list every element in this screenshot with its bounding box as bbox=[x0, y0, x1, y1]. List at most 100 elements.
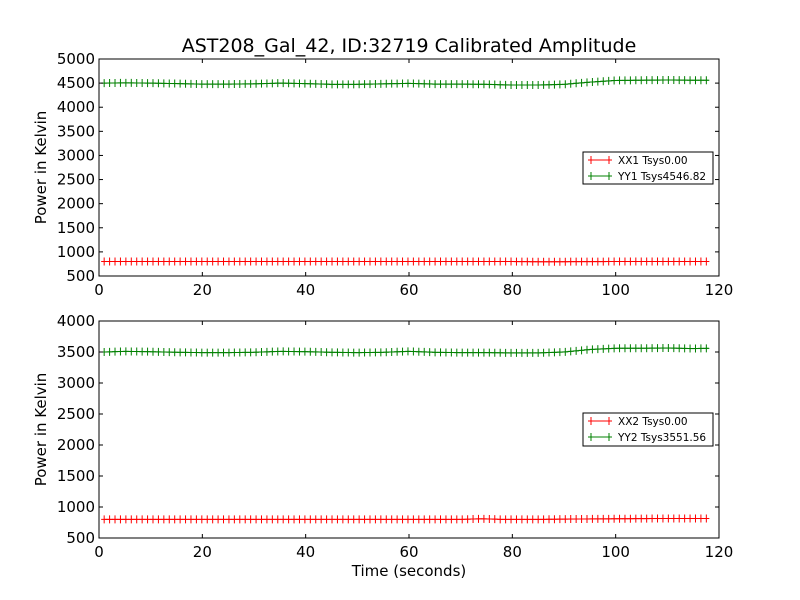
data-point-marker bbox=[139, 347, 146, 356]
y-axis-label: Power in Kelvin bbox=[32, 111, 50, 225]
data-point-marker bbox=[296, 79, 303, 88]
data-point-marker bbox=[247, 257, 254, 266]
data-point-marker bbox=[518, 81, 525, 90]
data-point-marker bbox=[231, 257, 238, 266]
data-point-marker bbox=[404, 347, 411, 356]
data-point-marker bbox=[513, 348, 520, 357]
data-point-marker bbox=[676, 514, 683, 523]
data-point-marker bbox=[567, 347, 574, 356]
data-point-marker bbox=[345, 515, 352, 524]
legend-marker bbox=[588, 433, 594, 441]
data-point-marker bbox=[225, 80, 232, 89]
y-tick-label: 1000 bbox=[57, 243, 95, 261]
data-point-marker bbox=[410, 79, 417, 88]
data-point-marker bbox=[551, 515, 558, 524]
data-point-marker bbox=[220, 80, 227, 89]
data-point-marker bbox=[339, 348, 346, 357]
data-point-marker bbox=[399, 515, 406, 524]
data-point-marker bbox=[611, 76, 618, 85]
data-point-marker bbox=[486, 80, 493, 89]
y-tick-label: 2000 bbox=[57, 436, 95, 454]
data-point-marker bbox=[659, 257, 666, 266]
data-point-marker bbox=[491, 515, 498, 524]
series-xx1 bbox=[101, 257, 710, 266]
data-point-marker bbox=[480, 514, 487, 523]
data-point-marker bbox=[225, 257, 232, 266]
data-point-marker bbox=[432, 80, 439, 89]
data-point-marker bbox=[144, 515, 151, 524]
data-point-marker bbox=[269, 79, 276, 88]
data-point-marker bbox=[318, 515, 325, 524]
data-point-marker bbox=[415, 347, 422, 356]
data-point-marker bbox=[101, 257, 108, 266]
data-point-marker bbox=[133, 257, 140, 266]
data-point-marker bbox=[329, 348, 336, 357]
data-point-marker bbox=[583, 257, 590, 266]
subplot-1: AST208_Gal_42, ID:32719 Calibrated Ampli… bbox=[32, 35, 733, 299]
data-point-marker bbox=[182, 348, 189, 357]
data-point-marker bbox=[638, 514, 645, 523]
data-point-marker bbox=[247, 515, 254, 524]
data-point-marker bbox=[692, 257, 699, 266]
data-point-marker bbox=[562, 80, 569, 89]
data-point-marker bbox=[513, 257, 520, 266]
data-point-marker bbox=[654, 257, 661, 266]
data-point-marker bbox=[513, 515, 520, 524]
data-point-marker bbox=[567, 79, 574, 88]
data-point-marker bbox=[383, 515, 390, 524]
data-point-marker bbox=[296, 257, 303, 266]
data-point-marker bbox=[383, 257, 390, 266]
series-yy2 bbox=[101, 343, 710, 357]
data-point-marker bbox=[198, 80, 205, 89]
data-point-marker bbox=[220, 257, 227, 266]
data-point-marker bbox=[480, 80, 487, 89]
y-tick-label: 500 bbox=[66, 267, 95, 285]
data-point-marker bbox=[106, 257, 113, 266]
data-point-marker bbox=[697, 257, 704, 266]
data-point-marker bbox=[187, 515, 194, 524]
data-point-marker bbox=[665, 514, 672, 523]
data-point-marker bbox=[280, 79, 287, 88]
data-point-marker bbox=[339, 257, 346, 266]
legend-marker bbox=[606, 172, 612, 180]
data-point-marker bbox=[231, 515, 238, 524]
data-point-marker bbox=[280, 257, 287, 266]
data-point-marker bbox=[356, 515, 363, 524]
data-point-marker bbox=[312, 79, 319, 88]
data-point-marker bbox=[421, 515, 428, 524]
data-point-marker bbox=[508, 257, 515, 266]
data-point-marker bbox=[372, 257, 379, 266]
x-tick-label: 120 bbox=[705, 281, 734, 299]
subplot-2: 0 20 40 60 80 100 120 500 1000 1500 2000 2500 3000 35… bbox=[32, 312, 733, 580]
data-point-marker bbox=[535, 515, 542, 524]
data-point-marker bbox=[589, 257, 596, 266]
data-point-marker bbox=[106, 347, 113, 356]
data-point-marker bbox=[285, 257, 292, 266]
y-tick-label: 3000 bbox=[57, 374, 95, 392]
data-point-marker bbox=[426, 515, 433, 524]
data-point-marker bbox=[611, 514, 618, 523]
data-point-marker bbox=[366, 257, 373, 266]
data-point-marker bbox=[594, 514, 601, 523]
data-point-marker bbox=[247, 348, 254, 357]
data-point-marker bbox=[621, 76, 628, 85]
data-point-marker bbox=[388, 257, 395, 266]
data-point-marker bbox=[546, 80, 553, 89]
data-point-marker bbox=[546, 348, 553, 357]
data-point-marker bbox=[122, 257, 129, 266]
data-point-marker bbox=[394, 347, 401, 356]
data-point-marker bbox=[502, 348, 509, 357]
data-point-marker bbox=[350, 348, 357, 357]
data-point-marker bbox=[187, 257, 194, 266]
data-point-marker bbox=[177, 257, 184, 266]
data-point-marker bbox=[659, 344, 666, 353]
data-point-marker bbox=[388, 348, 395, 357]
data-point-marker bbox=[654, 344, 661, 353]
x-tick-label: 80 bbox=[503, 543, 522, 561]
data-point-marker bbox=[366, 348, 373, 357]
x-tick-label: 0 bbox=[94, 543, 104, 561]
data-point-marker bbox=[209, 257, 216, 266]
data-point-marker bbox=[236, 79, 243, 88]
data-point-marker bbox=[502, 515, 509, 524]
data-point-marker bbox=[649, 257, 656, 266]
